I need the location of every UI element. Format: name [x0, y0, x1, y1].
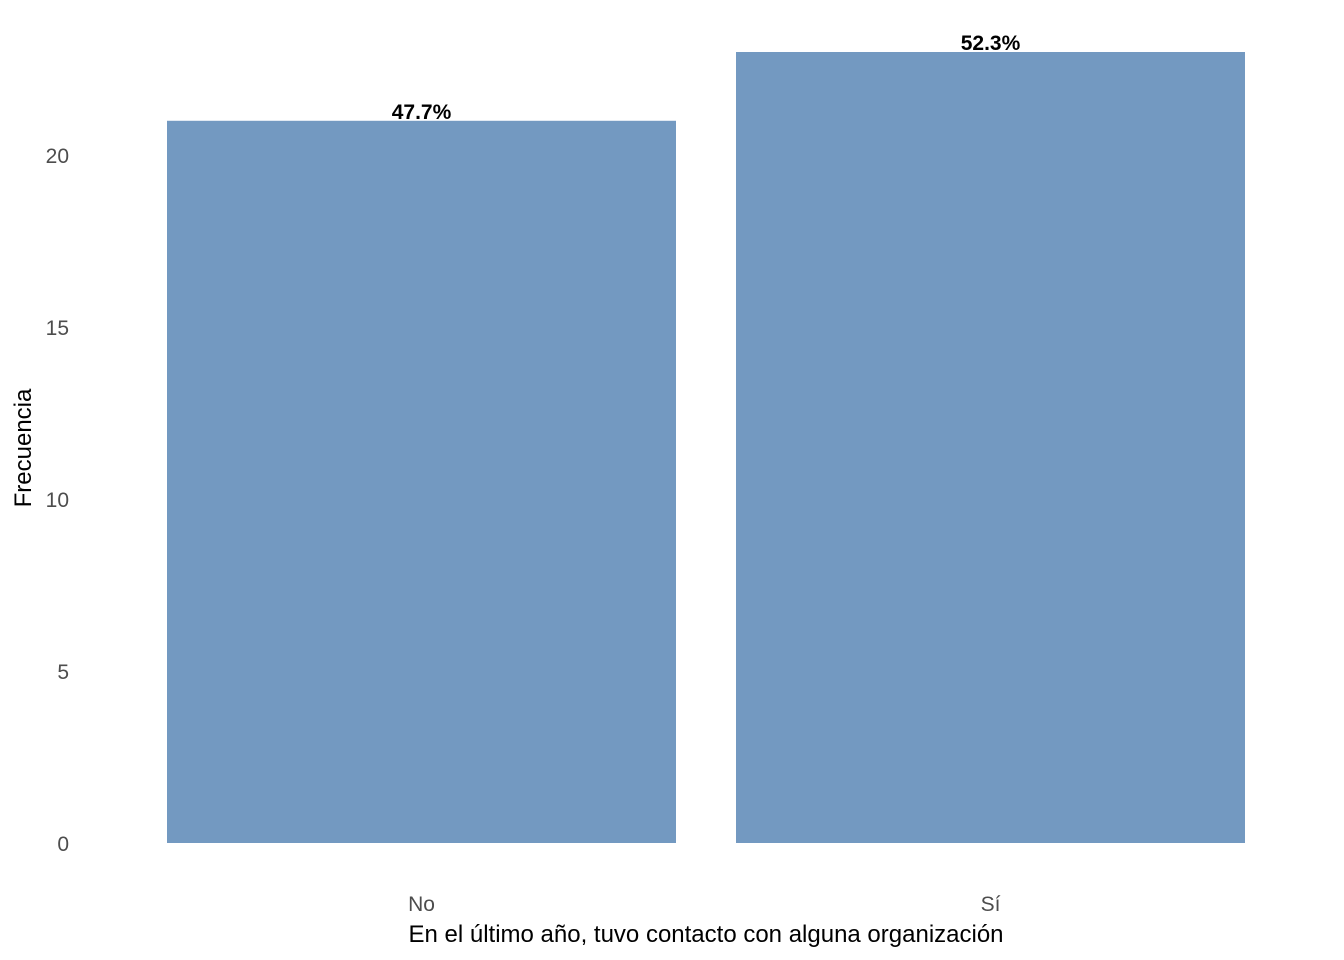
- x-axis-title: En el último año, tuvo contacto con algu…: [408, 921, 1003, 948]
- y-tick-label: 10: [46, 489, 69, 512]
- y-tick-label: 5: [57, 661, 69, 684]
- bar: [167, 120, 676, 844]
- y-axis-ticks: 0 5 10 15 20: [46, 145, 69, 856]
- bar-data-label: 52.3%: [961, 32, 1021, 55]
- x-tick-label: No: [408, 893, 435, 916]
- x-axis-ticks: No Sí: [408, 893, 1001, 916]
- y-tick-label: 15: [46, 317, 69, 340]
- x-tick-label: Sí: [981, 893, 1001, 916]
- y-tick-label: 20: [46, 145, 69, 168]
- bars: [167, 52, 1245, 844]
- y-axis-title: Frecuencia: [10, 388, 37, 507]
- data-labels: 47.7% 52.3%: [392, 32, 1021, 124]
- bar-data-label: 47.7%: [392, 101, 452, 124]
- bar: [736, 52, 1245, 843]
- y-tick-label: 0: [57, 833, 69, 856]
